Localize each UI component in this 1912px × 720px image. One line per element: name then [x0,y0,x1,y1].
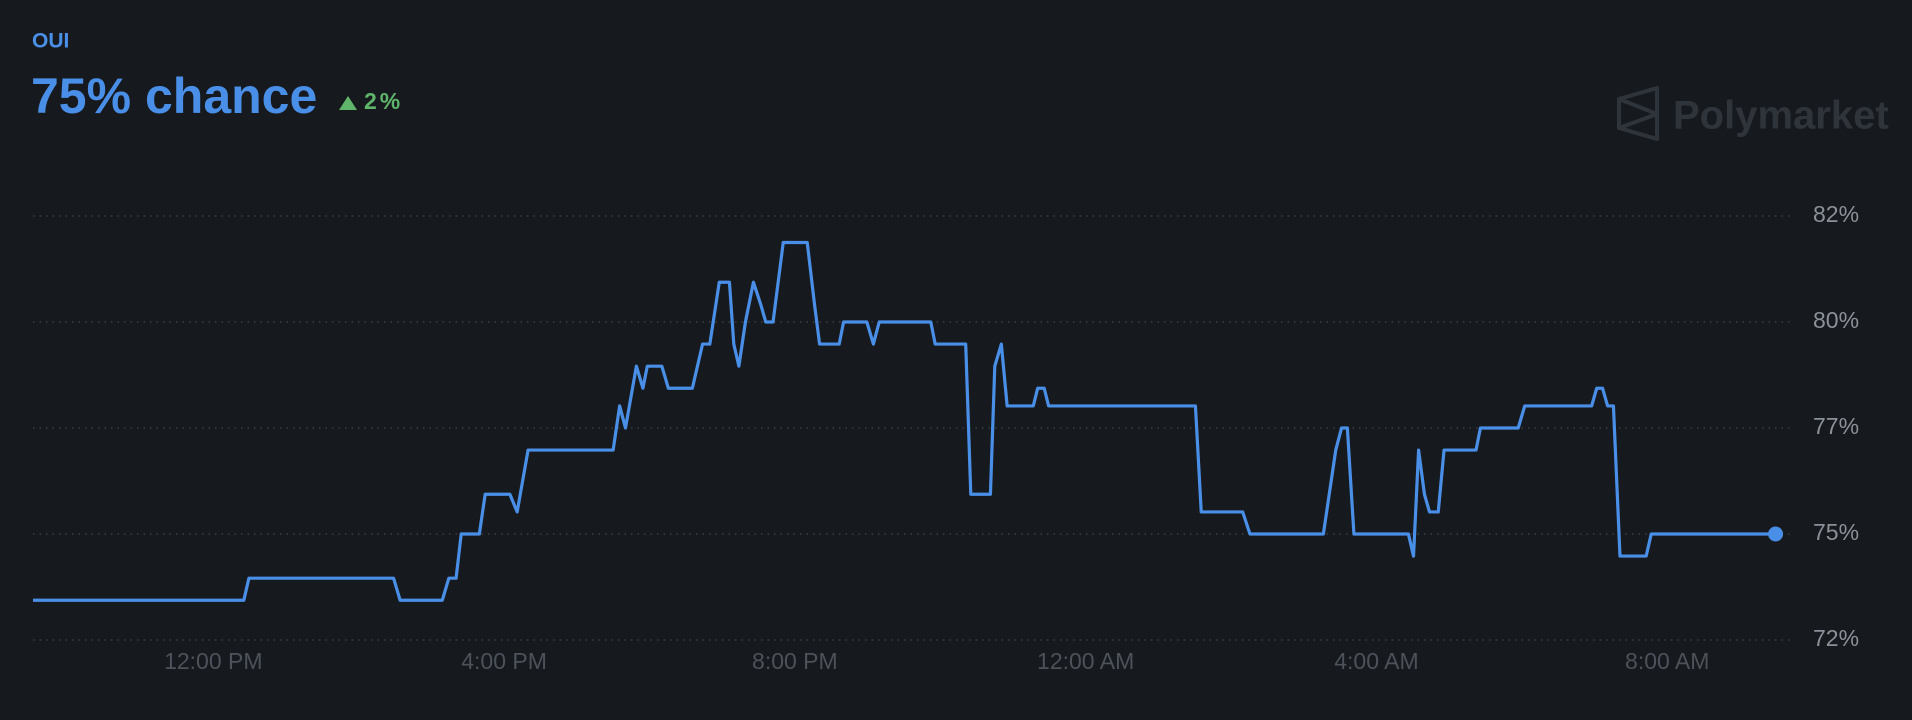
y-tick-label: 82% [1813,201,1859,227]
x-tick-label: 12:00 AM [1037,648,1134,674]
x-tick-label: 12:00 PM [164,648,262,674]
chart-subtitle: 75% chance [31,68,317,124]
change-label: 2% [364,88,403,114]
plot: 72% 75% 77% 80% 82% 12:00 PM 4:00 PM 8:00 PM 12:… [33,201,1859,674]
x-tick-label: 8:00 PM [752,648,838,674]
end-dot [1768,526,1784,542]
y-tick-label: 72% [1813,625,1859,651]
y-tick-label: 80% [1813,307,1859,333]
logo-icon [1617,86,1659,141]
watermark: Polymarket [1673,94,1889,138]
x-tick-label: 4:00 PM [461,648,547,674]
line [33,240,1776,602]
x-tick-label: 4:00 AM [1334,648,1418,674]
change-arrow [339,96,357,110]
chart-title: OUI [32,30,69,53]
y-tick-label: 75% [1813,519,1859,545]
y-tick-label: 77% [1813,413,1859,439]
x-tick-label: 8:00 AM [1625,648,1709,674]
